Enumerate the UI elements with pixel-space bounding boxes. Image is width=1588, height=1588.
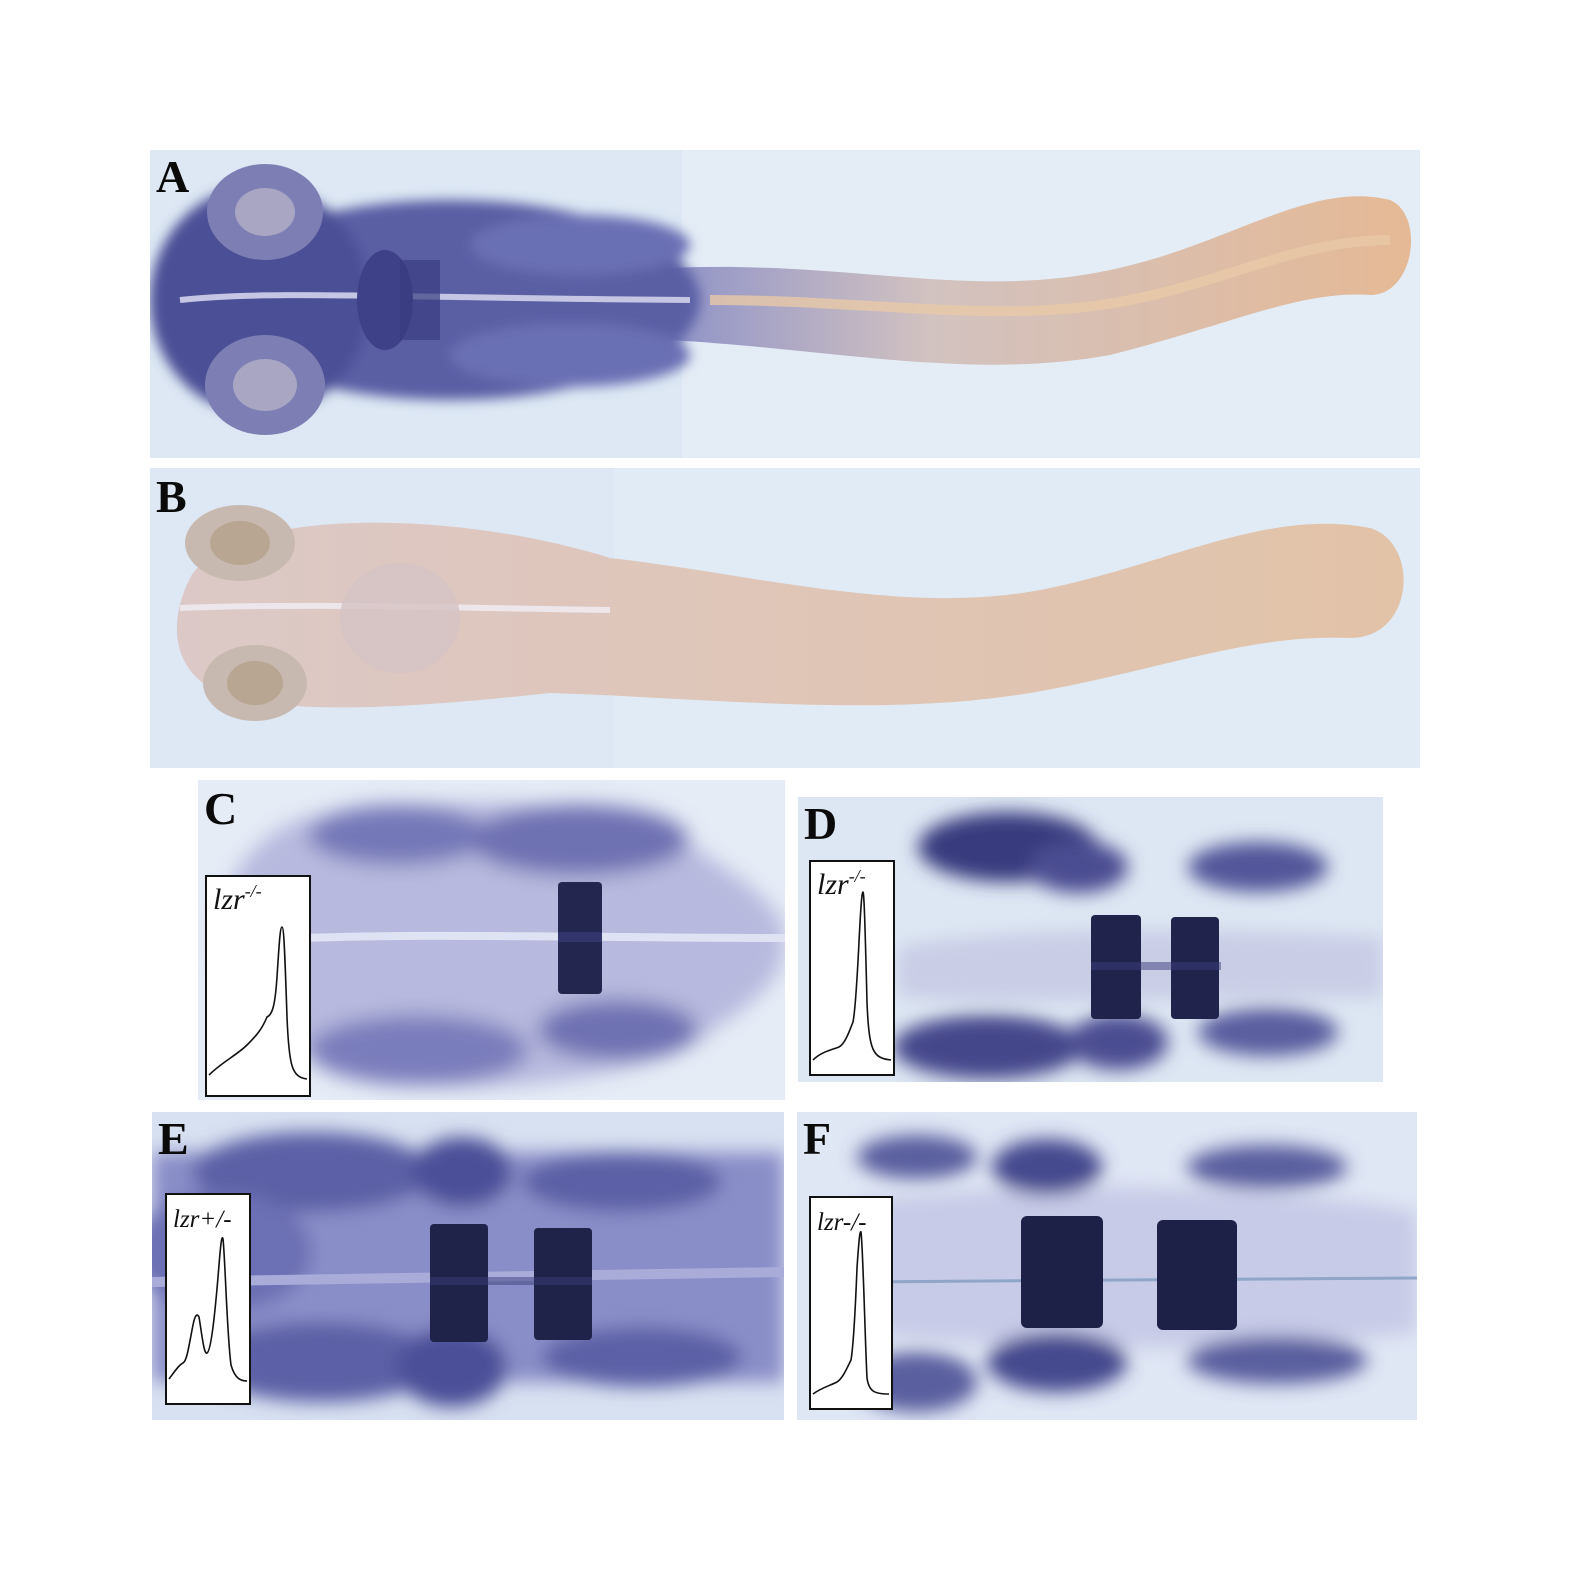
panel-b-image <box>150 468 1420 768</box>
panel-a-image <box>150 150 1420 458</box>
panel-e-label: E <box>158 1113 189 1164</box>
histogram-trace-f <box>812 1230 890 1395</box>
panel-c-label: C <box>204 783 238 834</box>
panel-d-label: D <box>804 798 838 849</box>
histogram-trace-c <box>208 926 308 1080</box>
panel-d-image <box>798 797 1383 1082</box>
panel-c-genotype: lzr-/- <box>213 881 262 916</box>
histogram-trace-d <box>812 891 892 1061</box>
panel-f-label: F <box>803 1113 832 1164</box>
panel-c-inset: lzr-/- <box>205 875 311 1097</box>
panel-f-image <box>797 1112 1417 1420</box>
panel-d-genotype: lzr-/- <box>817 866 866 901</box>
panel-f-inset: lzr-/- <box>809 1196 893 1410</box>
histogram-trace-e <box>168 1237 248 1382</box>
panel-e-genotype: lzr+/- <box>173 1206 232 1233</box>
panel-d-inset: lzr-/- <box>809 860 895 1076</box>
panel-e-inset: lzr+/- <box>165 1193 251 1405</box>
panel-f-genotype: lzr-/- <box>817 1209 867 1236</box>
panel-a-label: A <box>156 151 190 202</box>
panel-b-label: B <box>156 471 187 522</box>
